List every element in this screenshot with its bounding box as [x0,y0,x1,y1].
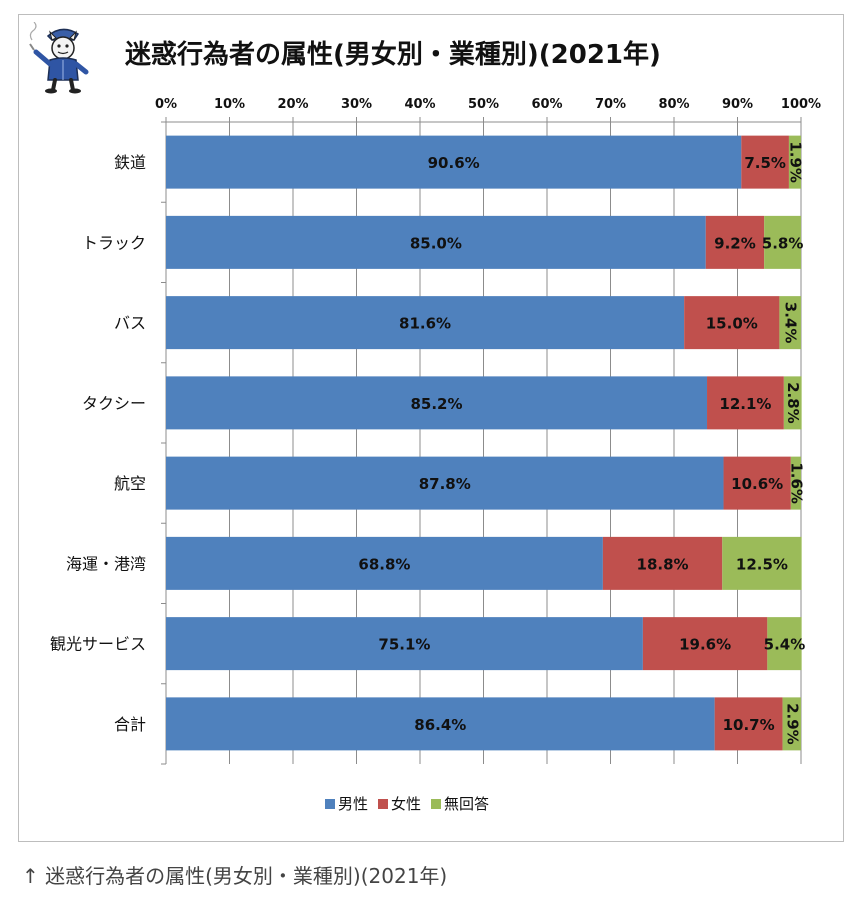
category-label: 観光サービス [50,635,146,654]
data-label: 3.4% [782,302,800,344]
legend-label: 女性 [391,795,421,813]
data-label: 2.8% [784,382,802,424]
x-tick-label: 0% [155,97,177,112]
x-tick-label: 40% [404,97,435,112]
bar-segment [166,456,724,510]
bar-segment [166,376,708,430]
data-label: 85.0% [410,234,462,252]
x-tick-label: 50% [468,97,499,112]
x-tick-label: 10% [214,97,245,112]
bar-segment [714,697,783,751]
bar-segment [602,536,723,590]
bar-segment [166,296,685,350]
bar-segment [166,135,742,189]
mascot-icon [28,21,98,94]
data-label: 1.9% [786,141,804,183]
data-label: 85.2% [410,395,462,413]
legend-label: 男性 [338,795,368,813]
bar-segment [166,617,643,671]
bar-segment [764,215,801,269]
data-label: 9.2% [714,234,756,252]
data-label: 19.6% [679,636,731,654]
x-tick-label: 90% [722,97,753,112]
data-label: 18.8% [637,555,689,573]
x-tick-label: 80% [658,97,689,112]
bar-segment [783,376,802,430]
data-label: 90.6% [428,154,480,172]
legend-label: 無回答 [444,795,489,813]
bar-segment [166,536,603,590]
bar-segment [788,135,801,189]
bar-segment [166,697,715,751]
bar-chart: 0% 10% 20% 30% 40% 50% 60% 70% 80% 90% 100% 鉄道 90.6%… [50,97,821,813]
bar-segment [722,536,802,590]
category-label: 合計 [114,715,146,734]
x-tick-label: 70% [595,97,626,112]
bar-segment [684,296,780,350]
data-label: 68.8% [358,555,410,573]
bar-segment [707,376,784,430]
bar-segment [723,456,791,510]
data-label: 75.1% [378,636,430,654]
category-label: 海運・港湾 [66,554,146,573]
data-label: 10.6% [731,475,783,493]
x-tick-label: 20% [277,97,308,112]
chart-title: 迷惑行為者の属性(男女別・業種別)(2021年) [125,40,661,70]
category-label: 鉄道 [114,153,146,172]
bar-segment [642,617,768,671]
data-label: 1.6% [787,462,805,504]
data-label: 12.5% [736,555,788,573]
bar-segment [767,617,802,671]
caption: ↑ 迷惑行為者の属性(男女別・業種別)(2021年) [22,864,448,888]
data-label: 7.5% [744,154,786,172]
bar-segment [790,456,801,510]
bar-segment [705,215,765,269]
category-label: バス [114,314,146,333]
data-label: 10.7% [723,716,775,734]
x-tick-label: 30% [341,97,372,112]
x-tick-label: 100% [781,97,821,112]
category-label: タクシー [82,394,146,413]
bar-segment [779,296,801,350]
bar-segment [782,697,801,751]
data-label: 86.4% [414,716,466,734]
data-label: 15.0% [706,315,758,333]
data-label: 81.6% [399,315,451,333]
category-label: 航空 [114,474,146,493]
category-label: トラック [82,233,146,252]
legend-swatch [378,799,388,809]
data-label: 5.4% [764,636,806,654]
bar-segment [741,135,789,189]
legend-swatch [325,799,335,809]
data-label: 5.8% [762,234,804,252]
x-tick-label: 60% [531,97,562,112]
data-label: 12.1% [719,395,771,413]
data-label: 2.9% [783,703,801,745]
data-label: 87.8% [419,475,471,493]
bar-segment [166,215,706,269]
legend-swatch [431,799,441,809]
